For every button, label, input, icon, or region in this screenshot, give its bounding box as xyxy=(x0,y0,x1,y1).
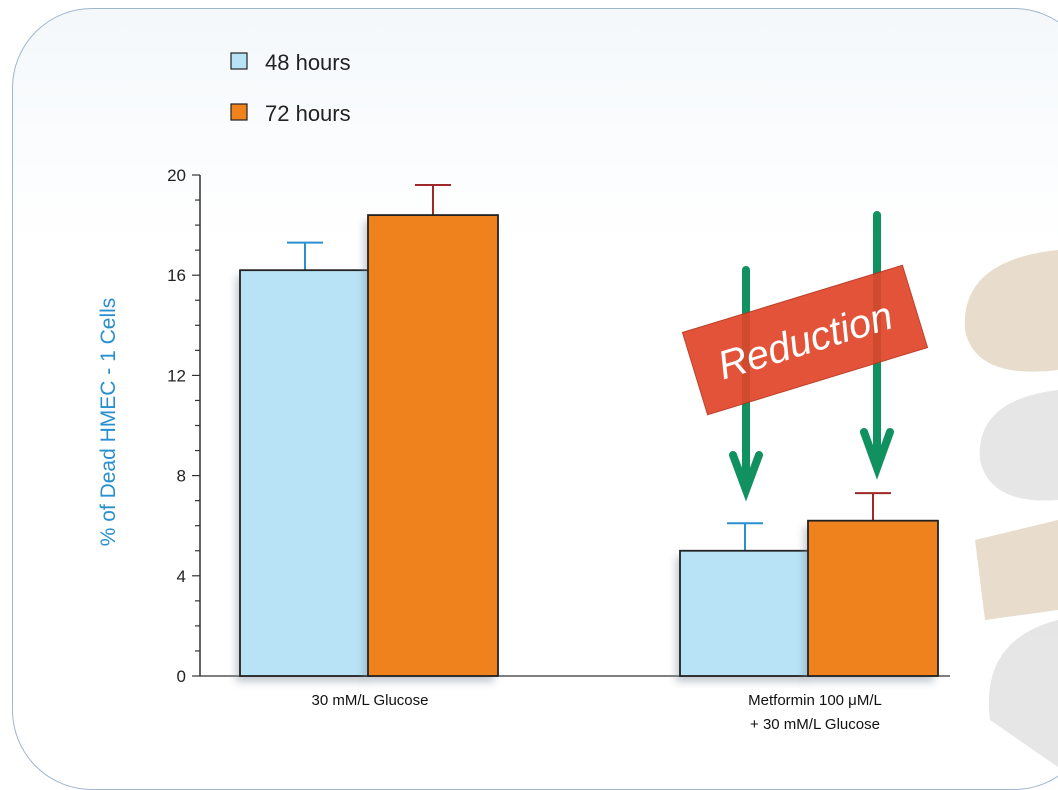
legend-swatch-48h xyxy=(230,52,248,70)
bar-72h-glucose xyxy=(367,214,499,677)
category-label: + 30 mM/L Glucose xyxy=(750,716,880,733)
legend-label-48h: 48 hours xyxy=(265,50,351,75)
y-tick-label: 12 xyxy=(167,366,186,385)
category-label: Metformin 100 μM/L xyxy=(748,692,882,709)
reduction-banner: Reduction xyxy=(681,264,929,416)
y-axis-label: % of Dead HMEC - 1 Cells xyxy=(97,298,120,547)
bars xyxy=(236,184,939,682)
y-tick-label: 0 xyxy=(177,667,186,686)
bar-48h-metformin xyxy=(679,549,811,677)
legend: 48 hours 72 hours xyxy=(230,50,351,126)
bar-48h-glucose xyxy=(239,269,371,677)
legend-label-72h: 72 hours xyxy=(265,101,351,126)
category-labels: 30 mM/L Glucose Metformin 100 μM/L + 30 mM… xyxy=(312,692,882,733)
y-tick-label: 4 xyxy=(177,567,186,586)
bar-72h-metformin xyxy=(807,519,939,677)
y-tick-label: 16 xyxy=(167,266,186,285)
reduction-annotation: Reduction xyxy=(681,211,929,502)
chart: 48 hours 72 hours % of Dead HMEC - 1 Cel… xyxy=(97,50,1058,767)
watermark-shapes xyxy=(964,250,1058,767)
y-tick-label: 8 xyxy=(177,467,186,486)
category-label: 30 mM/L Glucose xyxy=(312,692,429,709)
legend-swatch-72h xyxy=(230,103,248,121)
y-tick-label: 20 xyxy=(167,166,186,185)
